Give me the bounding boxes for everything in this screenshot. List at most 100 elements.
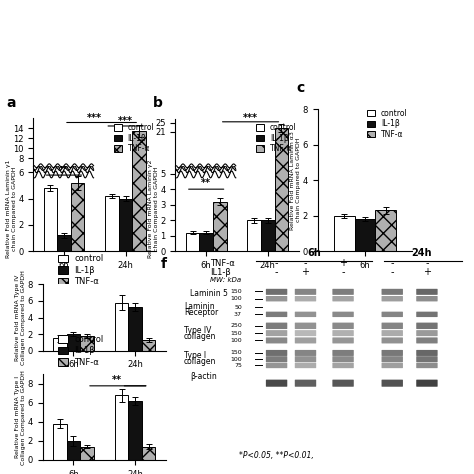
FancyBboxPatch shape bbox=[382, 350, 403, 356]
FancyBboxPatch shape bbox=[332, 350, 354, 356]
FancyBboxPatch shape bbox=[416, 330, 438, 336]
FancyBboxPatch shape bbox=[382, 296, 403, 301]
Text: **: ** bbox=[201, 178, 211, 188]
Bar bbox=[334, 216, 355, 251]
Text: 37: 37 bbox=[234, 312, 242, 317]
Text: -: - bbox=[275, 267, 278, 277]
Bar bbox=[105, 177, 119, 198]
FancyBboxPatch shape bbox=[266, 337, 287, 344]
FancyBboxPatch shape bbox=[332, 323, 354, 329]
Text: 150: 150 bbox=[230, 350, 242, 356]
Text: 100: 100 bbox=[230, 296, 242, 301]
FancyBboxPatch shape bbox=[416, 380, 438, 387]
FancyBboxPatch shape bbox=[295, 289, 316, 295]
Text: f: f bbox=[161, 257, 167, 271]
FancyBboxPatch shape bbox=[266, 350, 287, 356]
FancyBboxPatch shape bbox=[382, 289, 403, 295]
Text: +: + bbox=[301, 267, 310, 277]
FancyBboxPatch shape bbox=[266, 289, 287, 295]
Bar bbox=[200, 175, 213, 178]
Bar bbox=[375, 210, 396, 251]
Text: **: ** bbox=[111, 375, 122, 385]
FancyBboxPatch shape bbox=[332, 337, 354, 344]
Bar bbox=[44, 188, 57, 251]
FancyBboxPatch shape bbox=[266, 380, 287, 387]
Bar bbox=[142, 447, 155, 460]
FancyBboxPatch shape bbox=[332, 289, 354, 295]
Bar bbox=[44, 174, 57, 198]
Text: 24h: 24h bbox=[411, 248, 431, 258]
FancyBboxPatch shape bbox=[295, 323, 316, 329]
FancyBboxPatch shape bbox=[295, 363, 316, 368]
Bar bbox=[71, 173, 84, 198]
FancyBboxPatch shape bbox=[416, 311, 438, 317]
Bar bbox=[247, 220, 261, 251]
FancyBboxPatch shape bbox=[295, 337, 316, 344]
FancyBboxPatch shape bbox=[382, 323, 403, 329]
Text: -: - bbox=[425, 258, 428, 268]
Text: Type I: Type I bbox=[184, 351, 206, 360]
Bar bbox=[57, 236, 71, 251]
Bar bbox=[132, 131, 146, 198]
Bar bbox=[57, 192, 71, 198]
FancyBboxPatch shape bbox=[266, 311, 287, 317]
FancyBboxPatch shape bbox=[416, 363, 438, 368]
Text: Receptor: Receptor bbox=[184, 308, 219, 317]
Text: TNF-α: TNF-α bbox=[210, 259, 235, 268]
FancyBboxPatch shape bbox=[382, 356, 403, 362]
Bar bbox=[132, 74, 146, 251]
Bar bbox=[213, 171, 227, 178]
Bar bbox=[67, 334, 80, 351]
Bar bbox=[261, 173, 274, 178]
Bar bbox=[128, 401, 142, 460]
FancyBboxPatch shape bbox=[266, 356, 287, 362]
FancyBboxPatch shape bbox=[295, 350, 316, 356]
Text: 75: 75 bbox=[234, 363, 242, 368]
Bar bbox=[186, 175, 200, 178]
FancyBboxPatch shape bbox=[416, 337, 438, 344]
Text: -: - bbox=[391, 258, 394, 268]
Bar bbox=[115, 302, 128, 351]
Text: Type IV: Type IV bbox=[184, 326, 211, 335]
Bar bbox=[247, 173, 261, 178]
Text: ***: *** bbox=[118, 117, 133, 127]
FancyBboxPatch shape bbox=[332, 363, 354, 368]
Text: 100: 100 bbox=[230, 357, 242, 362]
Text: 250: 250 bbox=[230, 323, 242, 328]
Text: β-actin: β-actin bbox=[190, 372, 217, 381]
Text: ***: *** bbox=[243, 113, 258, 123]
Bar bbox=[80, 336, 94, 351]
Text: ***: *** bbox=[87, 113, 102, 124]
Y-axis label: Relative Fold mRNA Type IV
Collagen Compared to GAPDH: Relative Fold mRNA Type IV Collagen Comp… bbox=[15, 270, 26, 365]
Text: -: - bbox=[275, 258, 278, 268]
Legend: control, IL-1β, TNF-α: control, IL-1β, TNF-α bbox=[111, 120, 157, 156]
FancyBboxPatch shape bbox=[382, 363, 403, 368]
FancyBboxPatch shape bbox=[416, 289, 438, 295]
FancyBboxPatch shape bbox=[295, 311, 316, 317]
FancyBboxPatch shape bbox=[332, 296, 354, 301]
Text: IL1-β: IL1-β bbox=[210, 268, 231, 277]
Text: 50: 50 bbox=[234, 305, 242, 310]
Bar bbox=[213, 201, 227, 251]
Bar bbox=[128, 307, 142, 351]
Bar bbox=[355, 219, 375, 251]
Bar bbox=[186, 233, 200, 251]
Bar bbox=[274, 0, 288, 251]
FancyBboxPatch shape bbox=[295, 356, 316, 362]
FancyBboxPatch shape bbox=[416, 323, 438, 329]
Text: -: - bbox=[304, 258, 307, 268]
Text: Laminin 5: Laminin 5 bbox=[190, 289, 228, 298]
Bar bbox=[71, 183, 84, 251]
Legend: control, IL-1β, TNF-α: control, IL-1β, TNF-α bbox=[55, 251, 107, 290]
Text: -: - bbox=[341, 267, 345, 277]
FancyBboxPatch shape bbox=[382, 311, 403, 317]
FancyBboxPatch shape bbox=[332, 311, 354, 317]
Text: MW: kDa: MW: kDa bbox=[210, 277, 241, 283]
Text: 150: 150 bbox=[230, 289, 242, 294]
FancyBboxPatch shape bbox=[382, 337, 403, 344]
FancyBboxPatch shape bbox=[266, 296, 287, 301]
Bar bbox=[53, 338, 67, 351]
Bar bbox=[261, 220, 274, 251]
Bar bbox=[115, 395, 128, 460]
FancyBboxPatch shape bbox=[332, 330, 354, 336]
